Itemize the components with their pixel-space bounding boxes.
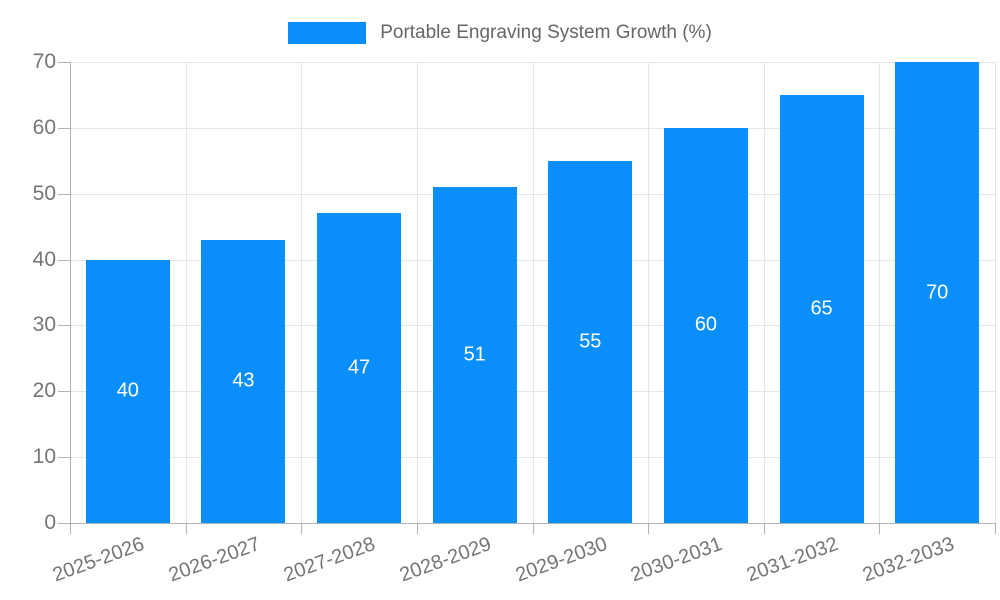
x-tick-mark <box>648 523 650 534</box>
y-tick-mark <box>58 193 70 195</box>
bar[interactable]: 60 <box>663 127 748 523</box>
x-gridline <box>879 62 881 523</box>
y-tick-label: 60 <box>32 115 56 139</box>
bar-value-label: 65 <box>810 297 833 320</box>
x-tick-label: 2025-2026 <box>49 533 148 587</box>
plot-area: 0 10 20 30 40 50 60 70 40 43 47 51 55 60 65 70 2025-2026… <box>33 50 996 586</box>
x-tick-label: 2032-2033 <box>859 533 957 587</box>
y-gridline <box>70 62 995 63</box>
x-tick-mark <box>995 523 996 534</box>
y-tick-label: 40 <box>32 247 56 271</box>
x-tick-mark <box>70 523 71 534</box>
bar-value-label: 60 <box>694 313 718 336</box>
bar-value-label: 47 <box>347 356 371 379</box>
x-gridline <box>763 62 765 523</box>
x-tick-label: 2028-2029 <box>396 533 495 587</box>
bar-value-label: 70 <box>926 281 949 303</box>
y-tick-mark <box>58 325 70 327</box>
x-gridline <box>532 62 534 523</box>
y-tick-mark <box>58 457 70 459</box>
bar-value-label: 55 <box>579 330 602 353</box>
x-gridline <box>301 62 303 523</box>
bar[interactable]: 47 <box>317 213 402 523</box>
x-tick-mark <box>416 523 418 534</box>
y-tick-label: 0 <box>44 511 56 534</box>
bar[interactable]: 70 <box>895 62 980 523</box>
x-tick-label: 2031-2032 <box>743 533 842 587</box>
legend-label: Portable Engraving System Growth (%) <box>380 22 712 43</box>
legend-swatch-icon <box>288 22 367 44</box>
y-axis-line <box>70 62 71 523</box>
bar-value-label: 40 <box>116 379 139 402</box>
bar[interactable]: 43 <box>201 239 286 523</box>
legend[interactable]: Portable Engraving System Growth (%) <box>0 22 1000 44</box>
bar[interactable]: 51 <box>432 187 517 523</box>
x-tick-label: 2029-2030 <box>512 533 610 587</box>
x-gridline <box>648 62 650 523</box>
bar[interactable]: 55 <box>548 160 633 523</box>
bar[interactable]: 40 <box>85 259 170 523</box>
x-tick-mark <box>532 523 534 534</box>
bar-value-label: 51 <box>463 343 486 366</box>
x-tick-label: 2027-2028 <box>281 533 379 587</box>
y-tick-mark <box>58 391 70 393</box>
y-tick-label: 20 <box>32 379 56 403</box>
bar[interactable]: 65 <box>779 94 864 523</box>
x-tick-label: 2030-2031 <box>628 533 726 587</box>
bar-value-label: 43 <box>232 369 255 392</box>
y-tick-mark <box>58 127 70 129</box>
y-tick-mark <box>58 259 70 261</box>
y-tick-label: 70 <box>32 50 56 73</box>
x-gridline <box>416 62 418 523</box>
y-tick-label: 10 <box>32 445 56 469</box>
y-tick-label: 30 <box>32 313 56 337</box>
x-gridline <box>995 62 996 523</box>
y-tick-mark <box>58 62 70 63</box>
x-tick-mark <box>185 523 187 534</box>
x-tick-mark <box>763 523 765 534</box>
y-tick-label: 50 <box>32 181 56 205</box>
y-tick-mark <box>58 523 70 524</box>
x-tick-mark <box>879 523 881 534</box>
x-axis-line <box>70 523 995 524</box>
x-tick-mark <box>301 523 303 534</box>
x-gridline <box>185 62 187 523</box>
x-tick-label: 2026-2027 <box>165 533 263 587</box>
